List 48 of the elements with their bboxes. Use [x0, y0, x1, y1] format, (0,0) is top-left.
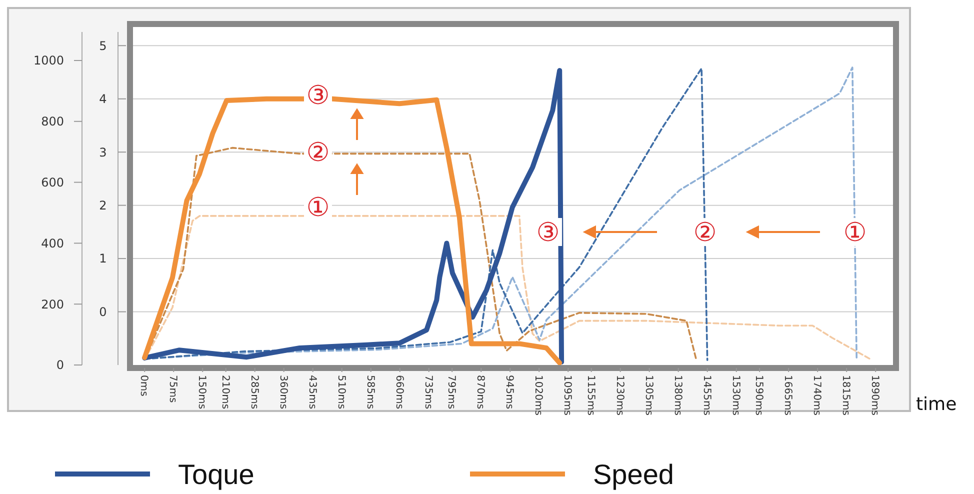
legend-label: Toque — [178, 458, 254, 490]
x-tick-label: 360ms — [277, 375, 288, 410]
annotation: ③ — [536, 218, 560, 248]
y2-tick-label: 3 — [99, 145, 107, 160]
x-tick-label: 870ms — [474, 375, 486, 410]
x-tick-label: 1740ms — [811, 375, 822, 416]
x-tick-label: 1155ms — [584, 375, 596, 416]
x-tick-label: 510ms — [335, 375, 346, 410]
y-tick-label: 600 — [41, 175, 64, 190]
y-tick-label: 200 — [41, 297, 64, 312]
x-tick-label: 1020ms — [532, 375, 544, 416]
x-tick-label: 1590ms — [753, 375, 764, 416]
x-tick-label: 1530ms — [730, 375, 741, 416]
x-tick-label: 285ms — [248, 375, 260, 410]
x-tick-label: 585ms — [364, 375, 376, 410]
x-tick-label: 150ms — [196, 375, 208, 410]
y2-tick-label: 2 — [99, 198, 107, 213]
annotation: ③ — [306, 81, 330, 112]
y-tick-label: 0 — [56, 358, 64, 372]
y-tick-label: 400 — [41, 236, 64, 250]
x-tick-label: 795ms — [446, 375, 457, 410]
annotation: ① — [843, 218, 867, 248]
y-tick-label: 1000 — [33, 54, 64, 68]
x-tick-label: 435ms — [306, 375, 318, 410]
x-tick-label: 735ms — [422, 375, 434, 410]
legend-label: Speed — [593, 458, 674, 490]
x-tick-label: 1890ms — [869, 375, 880, 416]
y2-tick-label: 1 — [99, 252, 107, 266]
x-tick-label: 0ms — [138, 375, 150, 396]
x-tick-label: 1455ms — [700, 375, 712, 416]
y-tick-label: 800 — [41, 114, 64, 129]
y2-tick-label: 0 — [99, 304, 107, 319]
annotation: ① — [306, 193, 330, 224]
x-tick-label: 1380ms — [672, 375, 683, 416]
x-tick-label: 1095ms — [562, 375, 573, 416]
x-tick-label: 75ms — [167, 375, 178, 403]
x-tick-label: 210ms — [219, 375, 230, 410]
x-tick-label: 1665ms — [782, 375, 794, 416]
x-tick-label: 1230ms — [614, 375, 625, 416]
y2-tick-label: 5 — [99, 38, 107, 53]
x-tick-label: 660ms — [393, 375, 404, 410]
x-tick-label: 945ms — [504, 375, 515, 410]
annotation: ② — [306, 138, 330, 168]
x-tick-label: 1815ms — [840, 375, 852, 416]
y2-tick-label: 4 — [99, 92, 107, 106]
x-tick-label: 1305ms — [642, 375, 654, 416]
annotation: ② — [693, 218, 717, 248]
x-axis-title: time — [916, 394, 957, 415]
